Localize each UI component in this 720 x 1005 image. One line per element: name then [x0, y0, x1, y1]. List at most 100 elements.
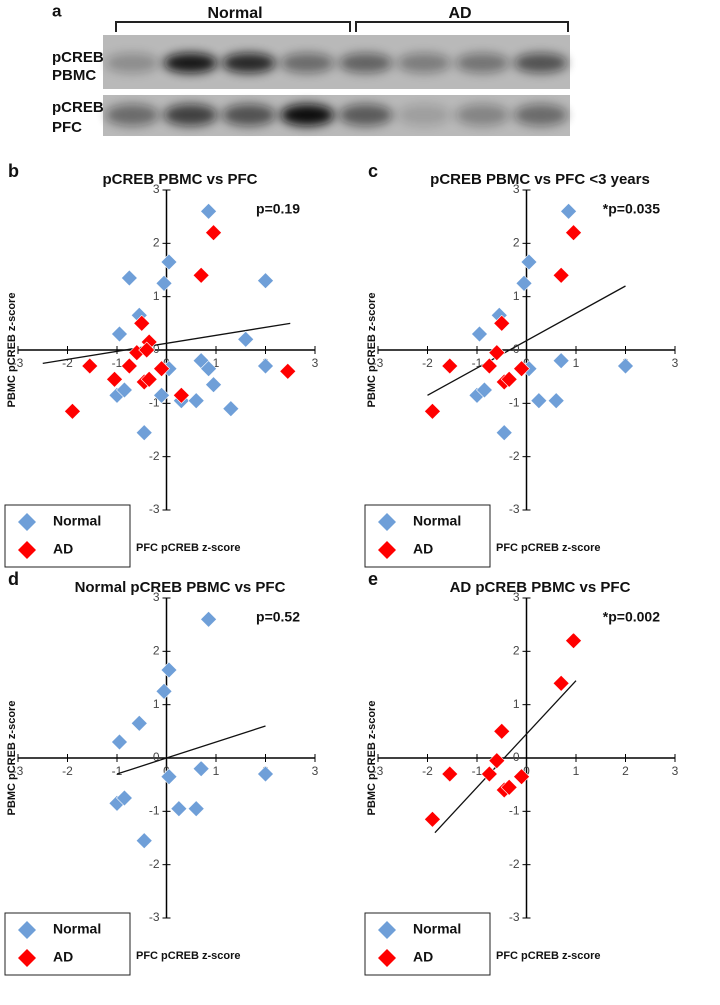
data-point [488, 344, 506, 362]
legend-marker [378, 921, 396, 939]
scatter-panel: c pCREB PBMC vs PFC <3 years *p=0.035 -3 -2 -… [364, 161, 679, 568]
legend-label: Normal [53, 921, 101, 937]
blot-band [222, 104, 276, 126]
data-point [81, 357, 99, 375]
y-tick-label: -1 [149, 804, 160, 818]
legend-marker [378, 541, 396, 559]
x-tick-label: -3 [13, 764, 24, 778]
blot-band [338, 53, 393, 73]
data-point [172, 386, 190, 404]
legend-marker [18, 949, 36, 967]
x-tick-label: 0 [523, 764, 530, 778]
p-value: p=0.19 [256, 201, 300, 217]
x-tick-label: 1 [213, 764, 220, 778]
data-point [424, 402, 441, 420]
data-point [111, 325, 128, 343]
x-tick-label: -1 [112, 764, 123, 778]
trend-line [434, 680, 577, 834]
y-tick-label: 3 [513, 182, 520, 196]
data-point [565, 632, 582, 650]
data-point [120, 357, 138, 375]
y-axis-label: PBMC pCREB z-score [6, 293, 18, 408]
y-tick-label: 2 [153, 236, 160, 250]
y-tick-label: 1 [153, 697, 160, 711]
data-point [200, 360, 217, 378]
y-axis-label: PBMC pCREB z-score [6, 701, 18, 816]
data-point [441, 357, 459, 375]
y-tick-label: -3 [149, 502, 160, 516]
y-tick-label: -1 [509, 804, 520, 818]
y-tick-label: 3 [513, 590, 520, 604]
y-tick-label: 1 [513, 289, 520, 303]
x-tick-label: -3 [13, 356, 24, 370]
data-point [493, 314, 511, 332]
blot-band [105, 104, 160, 126]
data-point [153, 360, 170, 378]
legend-label: AD [53, 541, 73, 557]
data-point [617, 357, 634, 375]
legend-marker [18, 921, 36, 939]
data-point [471, 325, 488, 343]
legend-marker [18, 513, 36, 531]
data-point [488, 752, 506, 770]
data-point [135, 424, 153, 442]
x-tick-label: -3 [373, 764, 384, 778]
blot-band [163, 53, 218, 73]
data-point [513, 768, 530, 786]
data-point [138, 341, 156, 359]
legend-label: Normal [413, 513, 461, 529]
panel-label: d [8, 569, 19, 589]
x-axis-label: PFC pCREB z-score [496, 950, 601, 962]
chart-title: AD pCREB PBMC vs PFC [450, 579, 631, 596]
data-point [480, 765, 498, 783]
legend-label: Normal [53, 513, 101, 529]
y-tick-label: -3 [149, 910, 160, 924]
blot-band [105, 53, 160, 73]
data-point [160, 768, 178, 786]
data-point [257, 272, 274, 290]
panel-label: e [368, 569, 378, 589]
blot-band [338, 104, 393, 126]
y-tick-label: 0 [513, 750, 520, 764]
blot-band [280, 53, 335, 73]
data-point [257, 357, 274, 375]
data-point [130, 714, 148, 732]
legend-marker [18, 541, 36, 559]
legend-marker [378, 949, 396, 967]
x-tick-label: -2 [422, 764, 433, 778]
blot-band [513, 104, 568, 126]
data-point [530, 392, 548, 410]
legend-label: AD [413, 541, 433, 557]
x-tick-label: 3 [672, 356, 679, 370]
data-point [476, 381, 493, 399]
y-tick-label: -1 [149, 396, 160, 410]
data-point [500, 370, 518, 388]
data-point [515, 274, 533, 292]
data-point [552, 352, 570, 370]
data-point [111, 733, 128, 751]
trend-line [42, 322, 291, 364]
panel-label: a [52, 1, 62, 20]
data-point [257, 765, 274, 783]
data-point [135, 832, 153, 850]
data-point [205, 376, 222, 394]
y-tick-label: 1 [513, 697, 520, 711]
blot-band [163, 104, 218, 126]
legend-label: Normal [413, 921, 461, 937]
data-point [170, 800, 188, 818]
x-tick-label: -2 [62, 356, 73, 370]
data-point [64, 402, 81, 420]
blot-band [397, 104, 451, 126]
blot-band [513, 53, 568, 73]
scatter-panel: b pCREB PBMC vs PFC p=0.19 -3 -2 -1 0 1 2 3 -3 -2 -1… [4, 161, 319, 568]
x-tick-label: 2 [622, 764, 629, 778]
data-point [560, 202, 577, 220]
y-tick-label: -2 [149, 449, 160, 463]
scatter-panel: e AD pCREB PBMC vs PFC *p=0.002 -3 -2 -1 0 1 2 3 -… [364, 569, 679, 976]
row-label: PFC [52, 119, 82, 136]
x-axis-label: PFC pCREB z-score [136, 542, 241, 554]
data-point [192, 760, 210, 778]
y-tick-label: 2 [153, 644, 160, 658]
data-point [155, 274, 173, 292]
row-label: pCREB [52, 49, 104, 66]
